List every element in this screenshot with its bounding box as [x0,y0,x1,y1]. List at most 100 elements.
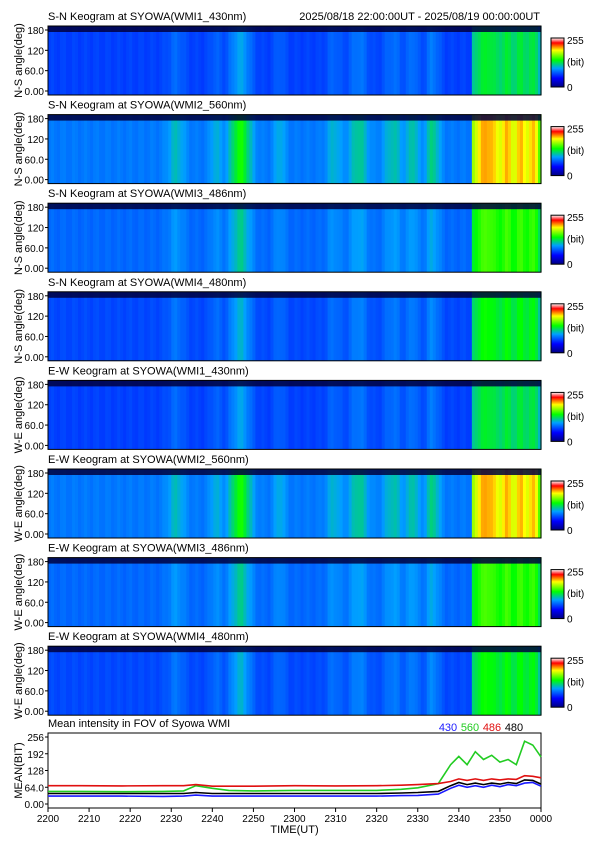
keogram-column [237,557,241,627]
keogram-column [99,26,103,95]
keogram-column [207,114,211,184]
colorbar-min-label: 0 [567,172,573,183]
keogram-column [99,203,103,273]
chart-x-tick-label: 2240 [201,814,224,825]
keogram-column [333,469,338,538]
keogram-column [108,291,112,361]
chart-x-tick-label: 2320 [366,814,389,825]
colorbar-max-label: 255 [567,302,584,313]
keogram-column [225,646,229,716]
keogram-column [63,26,67,95]
keogram-column [93,26,97,95]
keogram-column [228,114,232,184]
keogram-column [228,380,232,450]
keogram-column [207,203,211,273]
keogram-column [195,557,199,627]
keogram-column [471,203,476,273]
keogram-column [369,26,374,95]
keogram-column [297,114,302,184]
keogram-column [525,114,530,184]
keogram-column [468,557,473,627]
keogram-image [48,380,542,450]
keogram-column [300,646,305,716]
keogram-column [60,291,64,361]
keogram-column [282,380,287,450]
keogram-column [507,203,512,273]
keogram-column [447,203,452,273]
keogram-panel: S-N Keogram at SYOWA(WMI2_560nm) 180 120 60… [13,100,584,187]
keogram-column [234,291,238,361]
keogram-column [123,291,127,361]
keogram-column [372,291,377,361]
keogram-column [84,380,88,450]
y-tick-label: 0.00 [25,441,45,452]
keogram-column [297,469,302,538]
keogram-column [114,203,118,273]
keogram-column [525,557,530,627]
keogram-column [72,203,76,273]
keogram-column [525,380,530,450]
keogram-column [291,469,296,538]
keogram-column [264,557,269,627]
keogram-column [285,114,290,184]
keogram-column [291,203,296,273]
keogram-column [363,26,368,95]
keogram-column [411,557,416,627]
keogram-column [78,646,82,716]
keogram-column [405,203,410,273]
keogram-column [300,291,305,361]
keogram-title: S-N Keogram at SYOWA(WMI4_480nm) [48,277,246,289]
keogram-column [210,646,214,716]
keogram-column [504,380,509,450]
keogram-column [309,380,314,450]
keogram-column [60,557,64,627]
keogram-column [327,291,332,361]
keogram-column [381,291,386,361]
keogram-column [501,557,506,627]
keogram-column [165,114,169,184]
keogram-column [141,557,145,627]
keogram-column [501,203,506,273]
keogram-column [246,203,251,273]
keogram-column [222,26,226,95]
keogram-column [165,291,169,361]
keogram-column [483,380,488,450]
time-range-header: 2025/08/18 22:00:00UT - 2025/08/19 00:00… [299,11,540,23]
keogram-column [426,291,431,361]
keogram-column [399,557,404,627]
keogram-column [324,291,329,361]
keogram-column [330,26,335,95]
keogram-column [375,203,380,273]
keogram-column [150,114,154,184]
keogram-column [426,557,431,627]
keogram-column [369,380,374,450]
keogram-column [312,557,317,627]
keogram-column [81,469,85,538]
keogram-column [342,380,347,450]
keogram-column [291,646,296,716]
series-line-480 [48,779,542,795]
keogram-column [270,469,275,538]
keogram-column [363,114,368,184]
keogram-column [114,380,118,450]
series-line-430 [48,781,542,798]
keogram-column [105,114,109,184]
keogram-column [342,557,347,627]
keogram-column [411,646,416,716]
keogram-column [207,646,211,716]
keogram-column [237,469,241,538]
keogram-column [204,203,208,273]
keogram-column [159,557,163,627]
keogram-column [261,469,266,538]
keogram-column [252,291,257,361]
keogram-column [243,646,248,716]
keogram-column [345,291,350,361]
keogram-column [105,469,109,538]
keogram-column [219,469,223,538]
keogram-column [426,646,431,716]
y-tick-label: 120 [27,46,44,57]
keogram-column [519,557,524,627]
keogram-column [180,203,184,273]
keogram-column [108,203,112,273]
keogram-column [246,380,251,450]
